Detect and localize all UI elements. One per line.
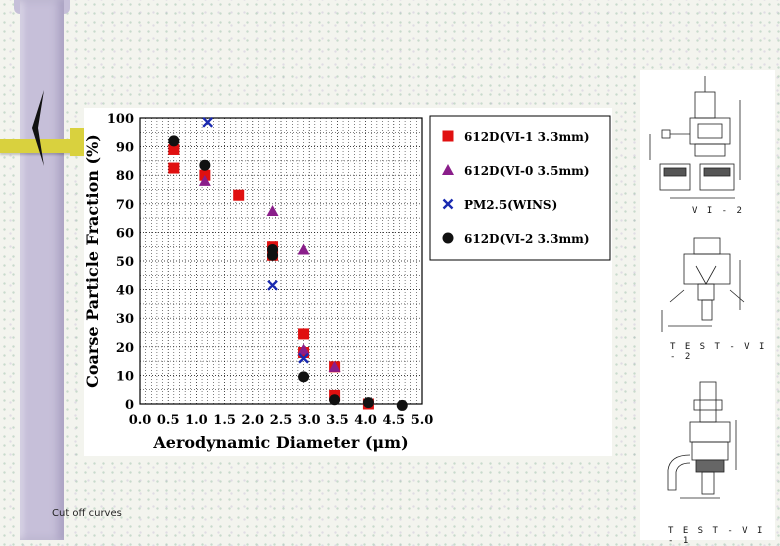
data-point-series-3 [202,116,214,128]
y-axis-label: Coarse Particle Fraction (%) [84,134,102,388]
data-point-series-2 [198,174,211,186]
legend-marker [442,130,454,142]
x-tick-label: 0.0 [129,413,152,428]
x-tick-label: 5.0 [411,413,434,428]
y-tick-label: 60 [116,226,134,241]
data-point-series-4 [298,371,310,383]
data-point-series-2 [328,360,341,372]
data-point-series-4 [267,249,279,261]
data-point-series-3 [267,279,278,291]
schematic-label-test-vi1: T E S T - V I - 1 [668,526,765,546]
chart-panel: 0.0 0.5 1.0 1.5 2.0 2.5 3.0 3.5 4.0 4.5 5.0 0 10 20 30… [83,108,612,456]
data-point-series-3 [298,352,309,364]
impactor-vi2-diagram [649,76,745,499]
legend-label: PM2.5(WINS) [464,198,557,212]
y-tick-label: 0 [125,398,134,413]
y-tick-label: 10 [116,369,134,384]
legend-label: 612D(VI-2 3.3mm) [464,232,590,246]
data-point-series-1 [298,328,310,340]
schematic-label-vi2: V I - 2 [692,206,744,216]
data-point-series-2 [297,343,310,355]
x-axis-label: Aerodynamic Diameter (μm) [152,433,408,452]
schematics-panel: V I - 2 T E S T - V I - 2 T E S T - V I … [640,70,775,546]
decorative-band-joint [70,128,84,156]
data-point-series-1 [168,162,180,174]
x-tick-label: 2.0 [241,413,264,428]
legend-marker [442,164,454,175]
data-point-series-4 [362,397,374,409]
x-tick-label: 4.5 [382,413,405,428]
y-tick-label: 70 [116,198,134,213]
data-point-series-4 [199,159,211,171]
data-point-series-2 [297,243,310,255]
x-tick-label: 1.0 [185,413,208,428]
x-tick-label: 3.0 [298,413,321,428]
y-tick-label: 80 [116,169,134,184]
y-tick-label: 100 [107,112,134,127]
x-tick-label: 1.5 [213,413,236,428]
legend-marker [442,232,454,244]
y-tick-label: 30 [116,312,134,327]
legend-label: 612D(VI-0 3.5mm) [464,164,590,178]
data-point-series-1 [168,143,180,155]
y-tick-label: 90 [116,141,134,156]
x-tick-label: 2.5 [270,413,293,428]
decorative-pillar [20,0,64,540]
slide-caption: Cut off curves [52,508,122,519]
y-tick-label: 40 [116,284,134,299]
y-tick-label: 20 [116,341,134,356]
legend-box [429,115,611,261]
data-point-series-4 [329,394,341,406]
x-tick-label: 3.5 [326,413,349,428]
schematic-label-test-vi2: T E S T - V I - 2 [670,342,767,362]
legend-marker [442,198,454,210]
x-tick-label: 4.0 [354,413,377,428]
legend-label: 612D(VI-1 3.3mm) [464,130,590,144]
data-point-series-2 [266,204,279,216]
data-point-series-1 [233,189,245,201]
data-point-series-4 [396,399,408,411]
bracket-ornament-icon [32,90,44,166]
decorative-band [0,139,84,153]
data-point-series-4 [168,135,180,147]
x-tick-label: 0.5 [157,413,180,428]
y-tick-label: 50 [116,255,134,270]
cutoff-chart: 0.0 0.5 1.0 1.5 2.0 2.5 3.0 3.5 4.0 4.5 5.0 0 10 20 30… [83,112,611,452]
